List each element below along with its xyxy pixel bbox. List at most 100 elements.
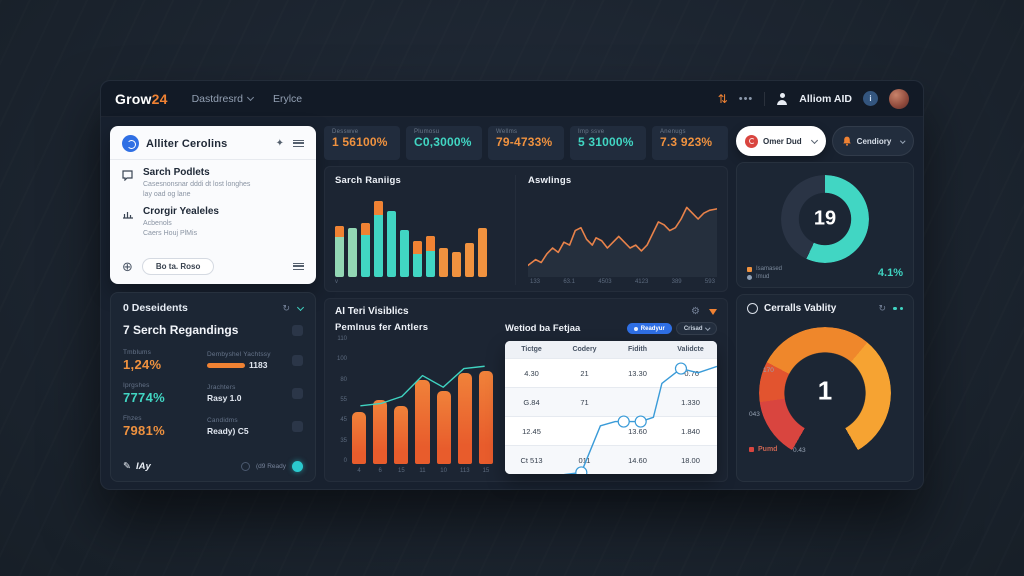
method-table-section: Wetiod ba Fetjaa Readyur Crisad Tictge Co… <box>505 322 717 474</box>
y-tick: 45 <box>340 417 347 424</box>
donut-card: 19 Isamased Imud 4.1% <box>736 162 914 288</box>
metric-value: 1,24% <box>123 357 162 372</box>
plus-icon[interactable]: ⊕ <box>122 259 133 274</box>
user-badge[interactable]: i <box>863 91 878 106</box>
metric: Iprgshes 7774% <box>123 382 207 405</box>
menu-icon[interactable] <box>293 140 304 147</box>
toggle-icon[interactable] <box>292 461 303 472</box>
menu-icon[interactable] <box>293 263 304 270</box>
aswlings-chart: Aswlings 133 63.1 4503 4123 389 593 <box>515 175 717 285</box>
x-tick: 11 <box>419 468 426 474</box>
ai-teri-panel: AI Teri Visiblics ⚙ Pemlnus fer Antlers … <box>324 298 728 482</box>
panel-title: AI Teri Visiblics <box>335 306 409 317</box>
table-pill-secondary[interactable]: Crisad <box>675 322 717 335</box>
chevron-down-icon <box>810 136 818 144</box>
x-tick: 4 <box>357 468 361 474</box>
bar <box>352 411 367 464</box>
metric-secondary-value: 1183 <box>207 360 292 370</box>
x-tick: 15 <box>482 468 490 474</box>
rank-bar <box>348 227 357 277</box>
sparkle-icon[interactable]: ✦ <box>275 138 284 149</box>
bar <box>373 400 388 464</box>
gauge-chart <box>759 327 891 459</box>
user-name: Alliom AID <box>799 92 852 105</box>
table-header-cell: Codery <box>572 346 597 353</box>
legend-swatch <box>747 274 752 280</box>
filter-item-title: Crorgir Yealeles <box>143 206 219 218</box>
rank-bar <box>426 236 435 277</box>
gauge-value: 1 <box>817 375 833 406</box>
filter-item-text: Crorgir Yealeles Acbenols Caers Houj PlMis <box>143 206 219 239</box>
x-axis-labels: 4 6 15 11 10 113 15 <box>350 468 495 474</box>
metric-secondary: Candidms Ready) C5 <box>207 417 292 436</box>
filter-card-button[interactable]: Bo ta. Roso <box>141 258 215 275</box>
y-tick: 55 <box>340 396 347 403</box>
gear-icon[interactable]: ⚙ <box>691 305 700 317</box>
primary-pill-button[interactable]: Omer Dud <box>736 126 826 156</box>
metric-secondary: Dembyshel Yachtssy 1183 <box>207 351 292 370</box>
stat-card: Imp ssve 5 31000% <box>570 126 646 160</box>
x-axis-labels: 133 63.1 4503 4123 389 593 <box>528 277 717 285</box>
metric-label: Dembyshel Yachtssy <box>207 351 271 358</box>
deficients-title: 0 Deseidents <box>123 302 188 314</box>
chat-icon <box>122 167 135 200</box>
filter-card-items: Sarch Podlets Casesnonsnar dddi dt lost l… <box>122 167 304 246</box>
checkbox-icon[interactable] <box>292 421 303 432</box>
more-dots-icon[interactable]: ••• <box>738 92 754 105</box>
table-cell: 13.30 <box>628 368 647 378</box>
metric-label: Tmblums <box>123 349 152 356</box>
rank-bar <box>400 230 409 277</box>
gauge-card: Cerralls Vablity ↻ 1 170 043 0.43 Pumd <box>736 294 914 482</box>
dropdown-triangle-icon[interactable] <box>709 308 717 315</box>
table-cell: 011 <box>578 455 591 465</box>
donut-legend: Isamased Imud <box>747 264 782 280</box>
checkbox-icon[interactable] <box>292 388 303 399</box>
stat-value: 7.3 923% <box>660 135 713 149</box>
table-pill-primary[interactable]: Readyur <box>626 323 672 334</box>
bell-icon <box>842 136 851 146</box>
x-tick: 15 <box>398 468 405 474</box>
chevron-down-icon[interactable] <box>296 303 305 311</box>
gauge-tick: 170 <box>763 367 774 374</box>
table-cell: 14.60 <box>628 455 647 465</box>
table-row: Ct 513 011 14.60 18.00 <box>505 445 717 474</box>
metric-secondary-value: Rasy 1.0 <box>207 393 242 403</box>
rank-bar <box>478 227 487 277</box>
nav-dashboard[interactable]: Dastdresrd <box>192 93 254 105</box>
stat-cards-row: Desswve 1 56100% Plumosu C0,3000% Wellms 79-4… <box>324 126 728 160</box>
refresh-icon[interactable]: ↻ <box>282 302 290 313</box>
donut-value: 19 <box>813 207 837 230</box>
nav-secondary[interactable]: Erylce <box>272 92 303 105</box>
chart-title: Aswlings <box>528 175 572 186</box>
chevron-down-icon <box>899 138 905 143</box>
charts-card: Sarch Raniigs v Aswlings 133 63.1 4503 4123… <box>324 166 728 292</box>
deficient-row: Fhzes 7981% Candidms Ready) C5 <box>123 415 303 438</box>
filter-item[interactable]: Sarch Podlets Casesnonsnar dddi dt lost l… <box>122 167 304 200</box>
search-rankings-chart: Sarch Raniigs v <box>335 175 503 285</box>
stat-value: 5 31000% <box>578 135 634 149</box>
dot-icon <box>633 326 638 331</box>
rank-bar-cap <box>413 241 422 255</box>
filter-item-title: Sarch Podlets <box>143 167 210 178</box>
bar <box>436 390 451 464</box>
x-tick: 593 <box>704 279 715 285</box>
deficients-subtitle: 7 Serch Regandings <box>123 323 239 337</box>
legend-item: Imud <box>747 274 782 280</box>
filter-item[interactable]: Crorgir Yealeles Acbenols Caers Houj PlMis <box>122 206 304 239</box>
app-logo: Grow24 <box>115 90 168 107</box>
swap-icon[interactable]: ⇅ <box>717 91 728 106</box>
table-cell: 4.30 <box>524 368 539 378</box>
legend-swatch <box>747 266 752 272</box>
footer-left: ✎ IAy <box>123 461 151 472</box>
more-dots-icon[interactable] <box>893 306 903 311</box>
refresh-icon[interactable]: ↻ <box>878 303 886 313</box>
checkbox-icon[interactable] <box>292 355 303 366</box>
record-icon <box>241 462 250 471</box>
secondary-pill-button[interactable]: Cendiory <box>831 126 914 156</box>
table-row: G.84 71 1.330 <box>505 387 717 416</box>
deficients-rows: Tmblums 1,24% Dembyshel Yachtssy 1183 Iprgsh… <box>123 349 303 438</box>
avatar[interactable] <box>889 88 909 109</box>
checkbox-icon[interactable] <box>292 324 303 336</box>
rank-bar <box>374 200 383 277</box>
